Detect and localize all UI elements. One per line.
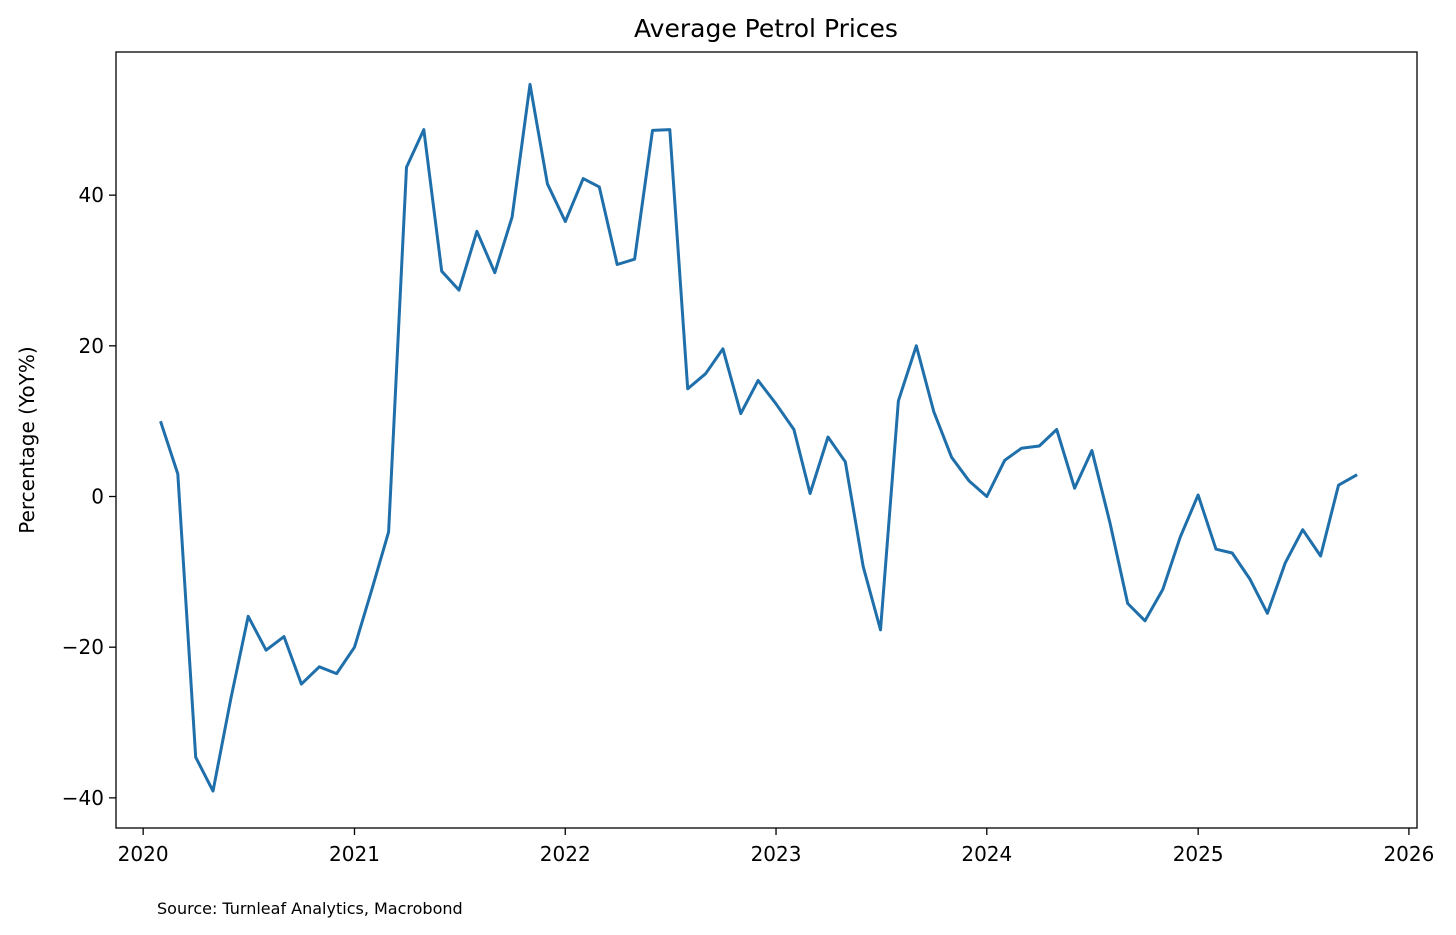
x-tick-label: 2025 — [1173, 842, 1224, 866]
source-note: Source: Turnleaf Analytics, Macrobond — [157, 899, 463, 918]
series-line — [159, 82, 1358, 793]
y-tick-label: −40 — [62, 786, 104, 810]
x-tick-label: 2024 — [961, 842, 1012, 866]
x-tick-label: 2020 — [118, 842, 169, 866]
x-tick-label: 2022 — [540, 842, 591, 866]
x-tick-label: 2021 — [329, 842, 380, 866]
series-layer — [159, 82, 1358, 793]
y-axis-label: Percentage (YoY%) — [15, 346, 39, 534]
y-tick-label: −20 — [62, 635, 104, 659]
y-tick-label: 40 — [79, 183, 104, 207]
y-tick-label: 20 — [79, 334, 104, 358]
x-tick-label: 2026 — [1383, 842, 1434, 866]
chart-title: Average Petrol Prices — [634, 14, 898, 43]
y-axis: −40 −20 0 20 40 — [62, 183, 116, 810]
plot-area — [115, 51, 1418, 829]
y-tick-label: 0 — [91, 485, 104, 509]
x-tick-label: 2023 — [751, 842, 802, 866]
plot-frame — [115, 51, 1418, 829]
x-axis: 2020 2021 2022 2023 2024 2025 2026 — [118, 828, 1434, 866]
